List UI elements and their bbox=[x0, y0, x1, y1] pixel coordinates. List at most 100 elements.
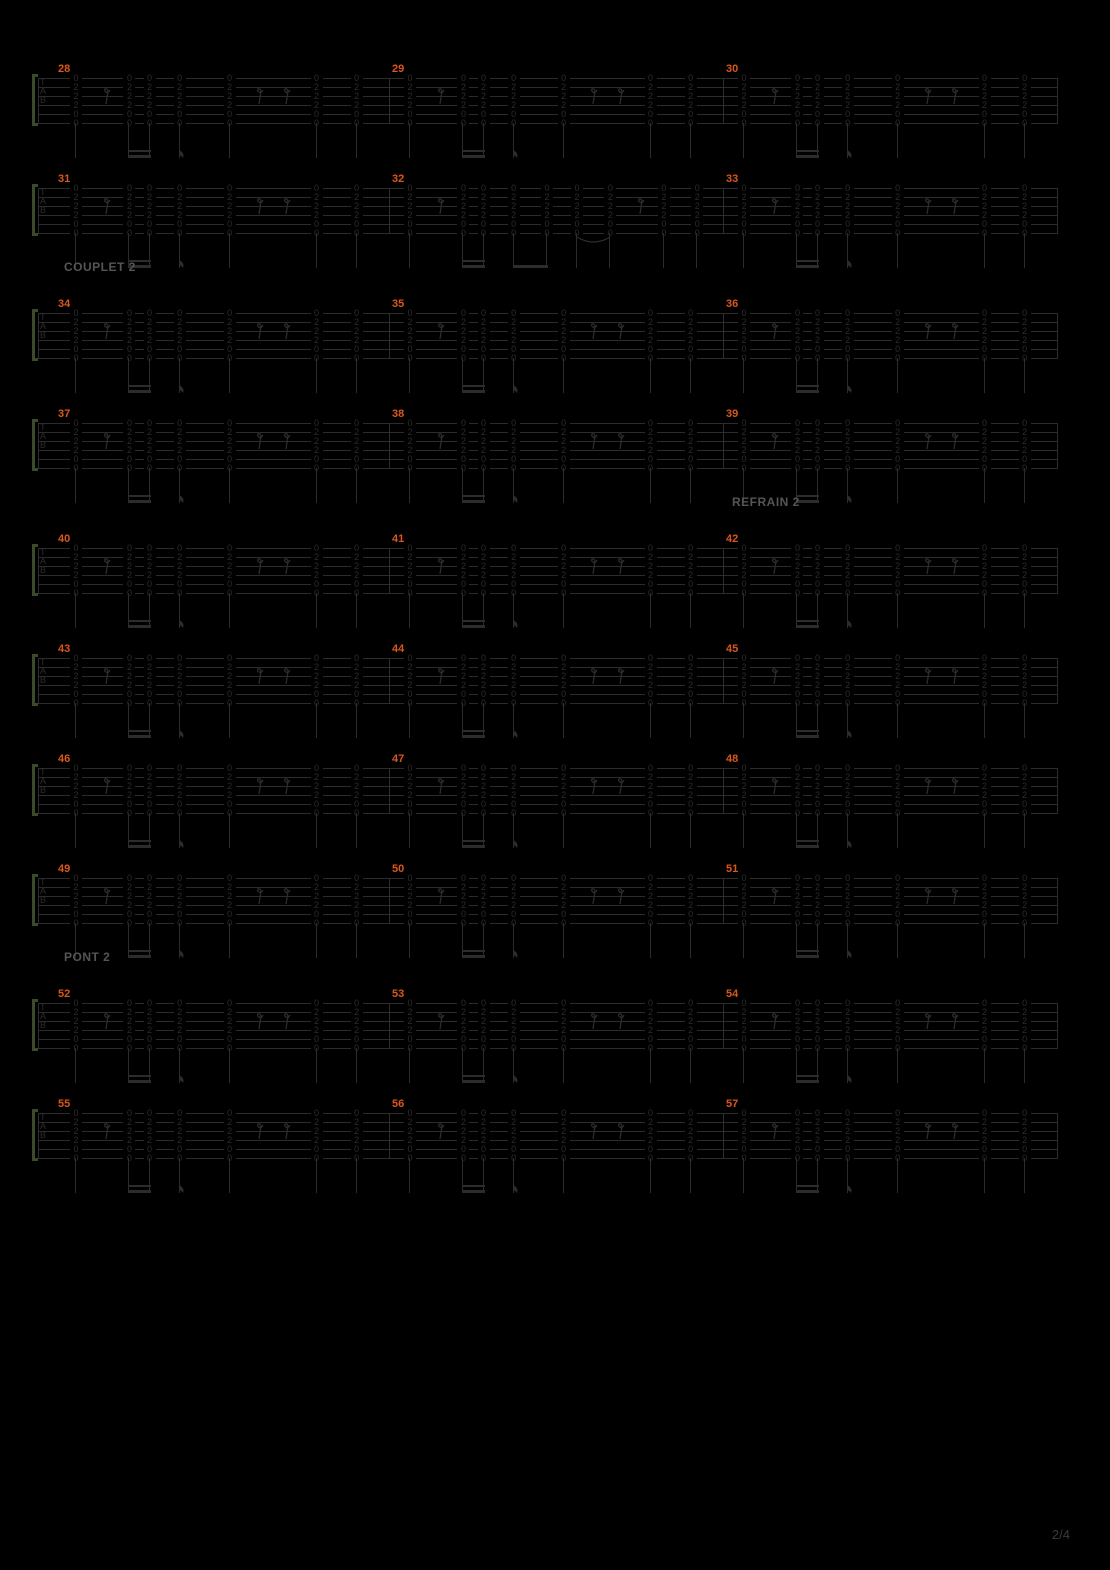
eighth-rest bbox=[590, 433, 600, 451]
fret-number: 0 bbox=[979, 1044, 991, 1053]
fret-number: 0 bbox=[311, 1044, 323, 1053]
eighth-rest bbox=[103, 1013, 113, 1031]
note-flag bbox=[179, 840, 187, 850]
tab-clef-label: TAB bbox=[40, 188, 47, 215]
tab-clef-label: TAB bbox=[40, 768, 47, 795]
barline bbox=[389, 768, 390, 813]
fret-number: 0 bbox=[351, 1044, 363, 1053]
barline bbox=[38, 548, 39, 593]
fret-number: 0 bbox=[979, 919, 991, 928]
eighth-rest bbox=[103, 668, 113, 686]
fret-number: 0 bbox=[311, 119, 323, 128]
fret-number: 0 bbox=[812, 1154, 824, 1163]
eighth-rest bbox=[590, 558, 600, 576]
fret-number: 0 bbox=[685, 919, 697, 928]
fret-number: 0 bbox=[174, 1154, 186, 1163]
measure-number: 41 bbox=[392, 533, 404, 545]
barline bbox=[723, 878, 724, 923]
eighth-rest bbox=[924, 668, 934, 686]
eighth-rest bbox=[590, 1123, 600, 1141]
tab-system: TAB2802220002220002220002220002220002220… bbox=[38, 50, 1058, 170]
note-flag bbox=[847, 950, 855, 960]
fret-number: 0 bbox=[144, 464, 156, 473]
fret-number: 0 bbox=[558, 919, 570, 928]
tab-system: TAB5502220002220002220002220002220002220… bbox=[38, 1085, 1058, 1205]
fret-number: 0 bbox=[685, 1044, 697, 1053]
fret-number: 0 bbox=[979, 589, 991, 598]
measure-number: 54 bbox=[726, 988, 738, 1000]
fret-number: 0 bbox=[70, 464, 82, 473]
measure-number: 47 bbox=[392, 753, 404, 765]
fret-number: 0 bbox=[812, 589, 824, 598]
fret-number: 0 bbox=[812, 919, 824, 928]
barline bbox=[38, 313, 39, 358]
measure-number: 38 bbox=[392, 408, 404, 420]
fret-number: 0 bbox=[812, 809, 824, 818]
fret-number: 0 bbox=[70, 119, 82, 128]
eighth-rest bbox=[283, 198, 293, 216]
eighth-rest bbox=[103, 1123, 113, 1141]
fret-number: 0 bbox=[541, 229, 553, 238]
beam-secondary bbox=[462, 495, 484, 497]
fret-number: 0 bbox=[892, 589, 904, 598]
fret-number: 0 bbox=[791, 809, 803, 818]
fret-number: 0 bbox=[558, 809, 570, 818]
note-flag bbox=[179, 260, 187, 270]
fret-number: 0 bbox=[144, 589, 156, 598]
eighth-rest bbox=[951, 88, 961, 106]
section-label: COUPLET 2 bbox=[64, 260, 136, 274]
fret-number: 0 bbox=[478, 1044, 490, 1053]
barline bbox=[38, 188, 39, 233]
eighth-rest bbox=[437, 1123, 447, 1141]
fret-number: 0 bbox=[311, 809, 323, 818]
eighth-rest bbox=[103, 88, 113, 106]
fret-number: 0 bbox=[404, 809, 416, 818]
fret-number: 0 bbox=[70, 1044, 82, 1053]
fret-number: 0 bbox=[174, 464, 186, 473]
fret-number: 0 bbox=[791, 1154, 803, 1163]
beam bbox=[796, 845, 818, 848]
note-flag bbox=[847, 385, 855, 395]
fret-number: 0 bbox=[457, 464, 469, 473]
fret-number: 0 bbox=[685, 1154, 697, 1163]
fret-number: 0 bbox=[224, 919, 236, 928]
fret-number: 0 bbox=[224, 1154, 236, 1163]
beam bbox=[462, 1080, 484, 1083]
measure-number: 35 bbox=[392, 298, 404, 310]
fret-number: 0 bbox=[478, 229, 490, 238]
beam bbox=[462, 500, 484, 503]
fret-number: 0 bbox=[812, 699, 824, 708]
fret-number: 0 bbox=[478, 464, 490, 473]
tab-clef-label: TAB bbox=[40, 1113, 47, 1140]
fret-number: 0 bbox=[558, 1154, 570, 1163]
fret-number: 0 bbox=[842, 919, 854, 928]
fret-number: 0 bbox=[311, 589, 323, 598]
eighth-rest bbox=[590, 88, 600, 106]
tab-clef-label: TAB bbox=[40, 423, 47, 450]
beam-secondary bbox=[462, 620, 484, 622]
fret-number: 0 bbox=[812, 119, 824, 128]
note-flag bbox=[179, 730, 187, 740]
note-flag bbox=[847, 260, 855, 270]
fret-number: 0 bbox=[791, 1044, 803, 1053]
beam-secondary bbox=[796, 620, 818, 622]
eighth-rest bbox=[256, 668, 266, 686]
beam-secondary bbox=[796, 730, 818, 732]
fret-number: 0 bbox=[979, 1154, 991, 1163]
fret-number: 0 bbox=[144, 229, 156, 238]
eighth-rest bbox=[283, 1123, 293, 1141]
eighth-rest bbox=[256, 1123, 266, 1141]
fret-number: 0 bbox=[174, 119, 186, 128]
beam-secondary bbox=[462, 150, 484, 152]
eighth-rest bbox=[771, 558, 781, 576]
fret-number: 0 bbox=[645, 1154, 657, 1163]
fret-number: 0 bbox=[892, 354, 904, 363]
measure-number: 55 bbox=[58, 1098, 70, 1110]
beam bbox=[128, 845, 150, 848]
measure-number: 28 bbox=[58, 63, 70, 75]
fret-number: 0 bbox=[224, 464, 236, 473]
fret-number: 0 bbox=[508, 119, 520, 128]
fret-number: 0 bbox=[558, 464, 570, 473]
beam-secondary bbox=[128, 495, 150, 497]
fret-number: 0 bbox=[404, 354, 416, 363]
